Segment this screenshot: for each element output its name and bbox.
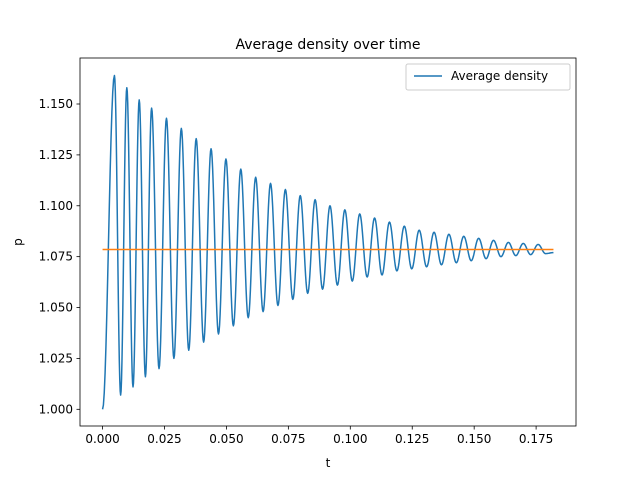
y-tick-label: 1.000 (39, 402, 73, 416)
x-tick-label: 0.175 (519, 432, 553, 446)
y-tick-label: 1.150 (39, 97, 73, 111)
legend-entry-average-density: Average density (451, 69, 548, 83)
x-tick-label: 0.025 (147, 432, 181, 446)
y-tick-label: 1.125 (39, 148, 73, 162)
y-tick-label: 1.025 (39, 351, 73, 365)
series-layer (101, 74, 554, 410)
y-tick-label: 1.075 (39, 250, 73, 264)
x-tick-label: 0.075 (271, 432, 305, 446)
y-axis: 1.000 1.025 1.050 1.075 1.100 1.125 1.150 (39, 97, 80, 416)
series-line-0 (101, 74, 554, 410)
chart-title: Average density over time (235, 37, 420, 53)
y-tick-label: 1.100 (39, 199, 73, 213)
x-tick-label: 0.100 (333, 432, 367, 446)
x-tick-label: 0.125 (395, 432, 429, 446)
legend-box (405, 63, 571, 91)
y-axis-label: p (11, 238, 25, 246)
x-tick-label: 0.150 (457, 432, 491, 446)
x-tick-label: 0.000 (85, 432, 119, 446)
x-axis: 0.000 0.025 0.050 0.075 0.100 0.125 0.150 0.175 (85, 426, 553, 446)
x-axis-label: t (326, 456, 331, 470)
plot-area (80, 58, 576, 426)
plot-frame (79, 57, 577, 427)
legend: Average density (405, 63, 571, 91)
x-tick-label: 0.050 (209, 432, 243, 446)
y-tick-label: 1.050 (39, 301, 73, 315)
